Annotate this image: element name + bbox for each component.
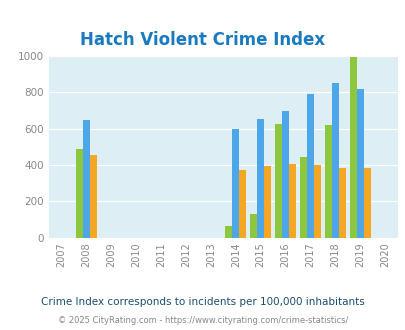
Text: Crime Index corresponds to incidents per 100,000 inhabitants: Crime Index corresponds to incidents per… [41, 297, 364, 307]
Text: © 2025 CityRating.com - https://www.cityrating.com/crime-statistics/: © 2025 CityRating.com - https://www.city… [58, 316, 347, 325]
Bar [288, 164, 295, 238]
Bar [306, 94, 313, 238]
Bar [239, 170, 246, 238]
Bar [90, 155, 96, 238]
Bar [356, 89, 363, 238]
Bar [264, 166, 271, 238]
Bar [75, 148, 83, 238]
Bar [349, 57, 356, 238]
Bar [249, 214, 257, 238]
Bar [338, 168, 345, 238]
Bar [324, 125, 331, 238]
Bar [363, 168, 370, 238]
Bar [281, 111, 288, 238]
Bar [313, 165, 320, 238]
Bar [299, 157, 306, 238]
Bar [225, 226, 232, 238]
Text: Hatch Violent Crime Index: Hatch Violent Crime Index [80, 31, 325, 49]
Bar [275, 124, 281, 238]
Bar [83, 120, 90, 238]
Bar [331, 83, 338, 238]
Bar [232, 129, 239, 238]
Bar [257, 119, 264, 238]
